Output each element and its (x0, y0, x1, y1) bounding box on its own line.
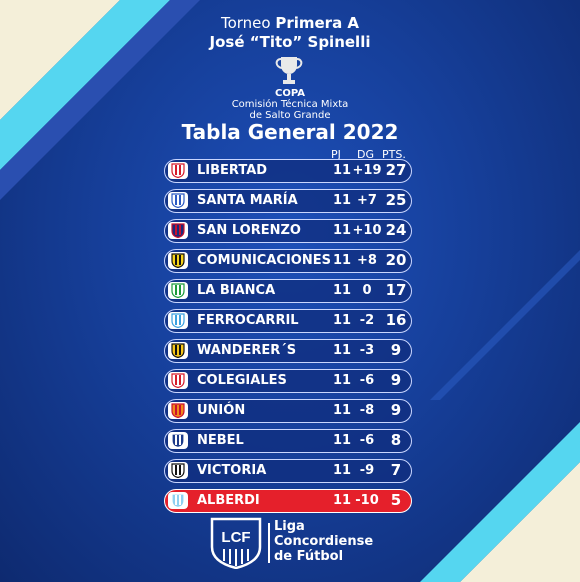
header-division: Primera A (275, 14, 360, 32)
table-row: COLEGIALES 11 -6 9 (164, 369, 412, 393)
table-row: WANDERER´S 11 -3 9 (164, 339, 412, 363)
header-prefix: Torneo (220, 14, 276, 32)
points-cell: 16 (385, 311, 407, 329)
table-row: VICTORIA 11 -9 7 (164, 459, 412, 483)
points-cell: 17 (385, 281, 407, 299)
team-crest-icon (168, 402, 188, 419)
goal-diff-cell: -10 (355, 493, 379, 508)
table-title: Tabla General 2022 (181, 120, 399, 144)
team-name: LIBERTAD (197, 163, 268, 178)
goal-diff-cell: -2 (359, 313, 375, 328)
goal-diff-cell: -6 (359, 433, 375, 448)
table-row: COMUNICACIONES 11 +8 20 (164, 249, 412, 273)
tournament-header: Torneo Primera A José “Tito” Spinelli (0, 14, 580, 52)
points-cell: 27 (385, 161, 407, 179)
league-logo: LCF Liga Concordiense de Fútbol (208, 517, 378, 569)
played-cell: 11 (333, 343, 352, 358)
points-cell: 24 (385, 221, 407, 239)
header-tournament-name: José “Tito” Spinelli (209, 33, 371, 51)
footer-divider (268, 523, 270, 563)
league-name: Liga Concordiense de Fútbol (274, 519, 373, 564)
team-crest-icon (168, 372, 188, 389)
team-name: FERROCARRIL (197, 313, 299, 328)
league-line2: Concordiense (274, 534, 374, 549)
played-cell: 11 (333, 433, 352, 448)
goal-diff-cell: +7 (357, 193, 377, 208)
goal-diff-cell: -8 (359, 403, 375, 418)
goal-diff-cell: +8 (357, 253, 377, 268)
team-name: UNIÓN (197, 403, 246, 418)
table-row: ALBERDI 11 -10 5 (164, 489, 412, 513)
points-cell: 8 (390, 431, 402, 449)
team-name: WANDERER´S (197, 343, 297, 358)
team-crest-icon (168, 432, 188, 449)
col-pj: PJ (331, 148, 341, 161)
played-cell: 11 (333, 463, 352, 478)
team-crest-icon (168, 282, 188, 299)
team-name: SAN LORENZO (197, 223, 301, 238)
played-cell: 11 (333, 283, 352, 298)
col-dg: DG (357, 148, 374, 161)
table-row: SAN LORENZO 11 +10 24 (164, 219, 412, 243)
played-cell: 11 (333, 373, 352, 388)
points-cell: 25 (385, 191, 407, 209)
team-name: NEBEL (197, 433, 244, 448)
col-pts: PTS. (382, 148, 406, 161)
goal-diff-cell: +10 (352, 223, 382, 238)
lcf-logo-text: LCF (221, 529, 250, 546)
goal-diff-cell: -3 (359, 343, 375, 358)
team-name: LA BIANCA (197, 283, 276, 298)
goal-diff-cell: +19 (352, 163, 382, 178)
played-cell: 11 (333, 313, 352, 328)
copa-line2: de Salto Grande (249, 110, 331, 121)
trophy-icon (275, 57, 303, 84)
lcf-shield-icon: LCF (210, 517, 262, 569)
points-cell: 7 (390, 461, 402, 479)
table-row: LA BIANCA 11 0 17 (164, 279, 412, 303)
points-cell: 9 (390, 341, 402, 359)
team-crest-icon (168, 312, 188, 329)
table-row: FERROCARRIL 11 -2 16 (164, 309, 412, 333)
points-cell: 9 (390, 401, 402, 419)
table-row: NEBEL 11 -6 8 (164, 429, 412, 453)
copa-label: COPA (275, 88, 305, 99)
team-crest-icon (168, 252, 188, 269)
cup-title: COPA Comisión Técnica Mixta de Salto Gra… (0, 88, 580, 121)
points-cell: 9 (390, 371, 402, 389)
copa-line1: Comisión Técnica Mixta (231, 99, 349, 110)
goal-diff-cell: -9 (359, 463, 375, 478)
team-crest-icon (168, 192, 188, 209)
played-cell: 11 (333, 403, 352, 418)
played-cell: 11 (333, 253, 352, 268)
table-row: SANTA MARÍA 11 +7 25 (164, 189, 412, 213)
team-crest-icon (168, 492, 188, 509)
played-cell: 11 (333, 223, 352, 238)
team-crest-icon (168, 462, 188, 479)
team-name: SANTA MARÍA (197, 193, 298, 208)
points-cell: 5 (390, 491, 402, 509)
league-line1: Liga (274, 519, 305, 534)
goal-diff-cell: 0 (362, 283, 372, 298)
team-name: VICTORIA (197, 463, 267, 478)
team-name: COLEGIALES (197, 373, 287, 388)
team-crest-icon (168, 342, 188, 359)
team-name: ALBERDI (197, 493, 260, 508)
played-cell: 11 (333, 193, 352, 208)
goal-diff-cell: -6 (359, 373, 375, 388)
team-crest-icon (168, 162, 188, 179)
team-crest-icon (168, 222, 188, 239)
team-name: COMUNICACIONES (197, 253, 331, 268)
played-cell: 11 (333, 163, 352, 178)
table-row: LIBERTAD 11 +19 27 (164, 159, 412, 183)
league-line3: de Fútbol (274, 549, 344, 564)
points-cell: 20 (385, 251, 407, 269)
played-cell: 11 (333, 493, 352, 508)
table-row: UNIÓN 11 -8 9 (164, 399, 412, 423)
